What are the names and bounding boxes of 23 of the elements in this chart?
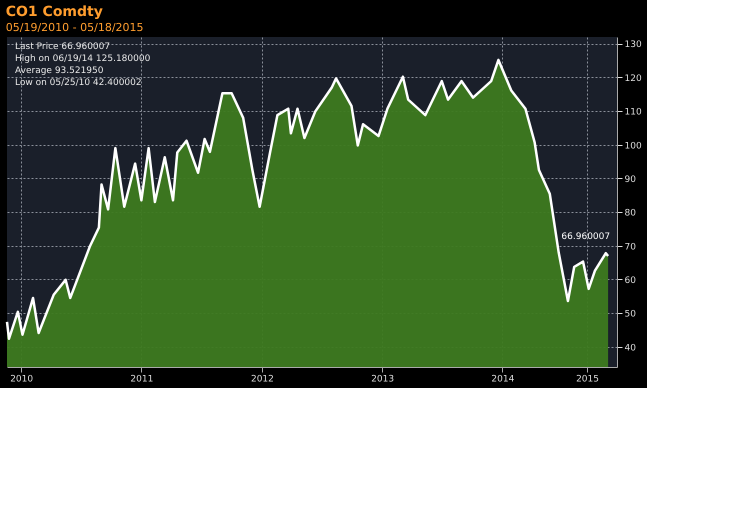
y-tick-label: 130 xyxy=(624,40,642,50)
x-tick-label: 2011 xyxy=(130,374,154,384)
y-tick-label: 60 xyxy=(624,276,636,286)
y-tick-label: 50 xyxy=(624,310,636,320)
chart-subtitle: 05/19/2010 - 05/18/2015 xyxy=(6,21,144,34)
y-tick-label: 80 xyxy=(624,208,636,219)
annotation: High on 06/19/14 125.180000 xyxy=(15,54,151,64)
x-tick-label: 2010 xyxy=(10,374,34,384)
x-tick-label: 2014 xyxy=(491,374,515,384)
x-tick-label: 2015 xyxy=(576,374,599,384)
chart-title: CO1 Comdty xyxy=(6,4,103,20)
y-tick-label: 40 xyxy=(624,343,636,354)
y-tick-label: 100 xyxy=(624,141,642,152)
x-tick-label: 2012 xyxy=(250,374,274,384)
y-tick-label: 120 xyxy=(624,74,642,84)
annotation: Average 93.521950 xyxy=(15,66,104,76)
y-tick-label: 110 xyxy=(624,108,642,118)
annotation: Low on 05/25/10 42.400002 xyxy=(15,78,142,88)
y-tick-label: 90 xyxy=(624,174,636,185)
x-tick-label: 2013 xyxy=(371,374,394,384)
annotation: Last Price 66.960007 xyxy=(15,42,110,52)
annotation: 66.960007 xyxy=(561,232,610,242)
y-tick-label: 70 xyxy=(624,242,636,252)
